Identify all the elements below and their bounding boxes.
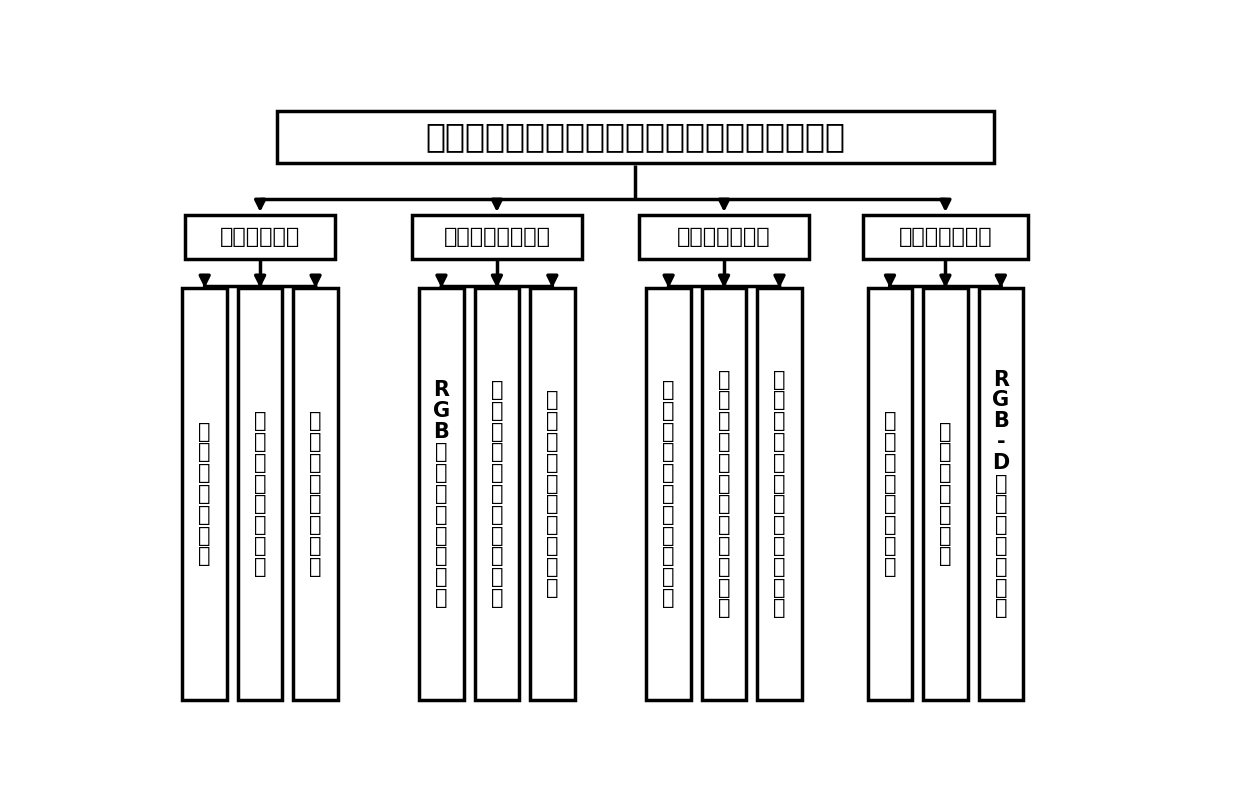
Text: 工
作
状
态
实
时
显
示: 工 作 状 态 实 时 显 示 <box>309 411 322 577</box>
Text: 系
统
重
启
与
恢
复: 系 统 重 启 与 恢 复 <box>939 422 951 566</box>
Bar <box>278 111 993 164</box>
Bar <box>646 288 691 700</box>
Bar <box>293 288 337 700</box>
Bar <box>475 288 520 700</box>
Text: 人机交互模块: 人机交互模块 <box>219 227 300 247</box>
Bar <box>412 215 582 260</box>
Text: 各
模
块
间
实
时
通
信: 各 模 块 间 实 时 通 信 <box>254 411 267 577</box>
Bar <box>702 288 746 700</box>
Text: 机
械
臂
手
眼
标
定
与
目
标
抓
取: 机 械 臂 手 眼 标 定 与 目 标 抓 取 <box>718 370 730 618</box>
Bar <box>868 288 913 700</box>
Bar <box>182 288 227 700</box>
Text: 嵌
入
式
子
系
统
控
制
机
械
夹: 嵌 入 式 子 系 统 控 制 机 械 夹 <box>662 380 675 608</box>
Text: 机
械
臂
运
动
轨
迹
与
位
姿
计
算: 机 械 臂 运 动 轨 迹 与 位 姿 计 算 <box>774 370 786 618</box>
Text: 避障与安全模块: 避障与安全模块 <box>899 227 992 247</box>
Bar <box>185 215 335 260</box>
Text: R
G
B
深
度
信
息
图
像
采
集: R G B 深 度 信 息 图 像 采 集 <box>433 380 450 608</box>
Text: 目
标
检
测
视
觉
避
障: 目 标 检 测 视 觉 避 障 <box>884 411 897 577</box>
Bar <box>758 288 802 700</box>
Text: 机械臂控制模块: 机械臂控制模块 <box>677 227 771 247</box>
Text: R
G
B
-
D
深
度
摄
像
头
探
测: R G B - D 深 度 摄 像 头 探 测 <box>992 370 1009 618</box>
Text: 实
时
目
标
三
维
坐
标
计
算: 实 时 目 标 三 维 坐 标 计 算 <box>546 391 558 597</box>
Text: 机
器
人
参
数
设
置: 机 器 人 参 数 设 置 <box>198 422 211 566</box>
Text: 工业零件识别模块: 工业零件识别模块 <box>444 227 551 247</box>
Text: 实
例
分
割
模
型
训
练
与
推
断: 实 例 分 割 模 型 训 练 与 推 断 <box>491 380 503 608</box>
Bar <box>923 288 967 700</box>
Bar <box>238 288 283 700</box>
Bar <box>529 288 574 700</box>
Bar <box>640 215 808 260</box>
Text: 基于计算机视觉的工业零件智能识别与分拣系统: 基于计算机视觉的工业零件智能识别与分拣系统 <box>425 120 846 153</box>
Bar <box>978 288 1023 700</box>
Bar <box>863 215 1028 260</box>
Bar <box>419 288 464 700</box>
